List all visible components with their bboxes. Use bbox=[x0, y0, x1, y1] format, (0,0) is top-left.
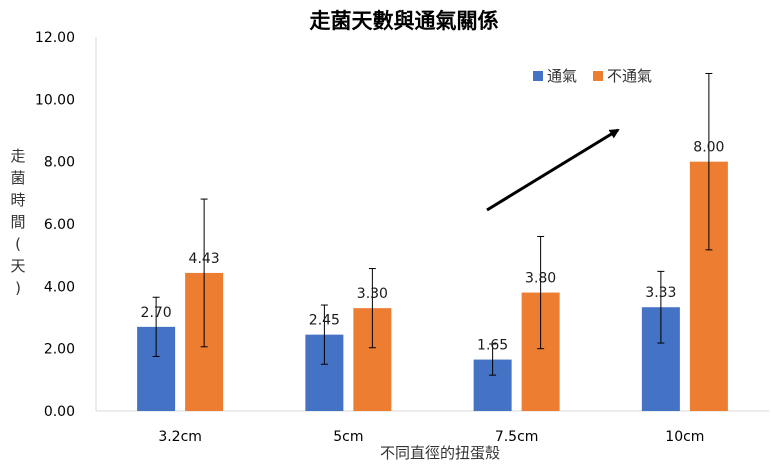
trend-arrow bbox=[486, 128, 620, 212]
data-label: 1.65 bbox=[477, 338, 508, 354]
error-bar bbox=[657, 270, 665, 344]
y-tick-label: 2.00 bbox=[44, 342, 75, 358]
legend-entry: 通氣 bbox=[547, 67, 577, 85]
x-tick-label: 3.2cm bbox=[158, 429, 202, 445]
y-tick-label: 4.00 bbox=[44, 279, 75, 295]
x-tick-label: 5cm bbox=[333, 429, 363, 445]
y-tick-label: 12.00 bbox=[35, 30, 75, 46]
chart-title: 走菌天數與通氣關係 bbox=[310, 9, 499, 33]
legend-swatch bbox=[593, 71, 603, 81]
data-label: 3.33 bbox=[645, 285, 676, 301]
y-tick-label: 8.00 bbox=[44, 155, 75, 171]
data-label: 3.80 bbox=[525, 271, 556, 287]
error-bar bbox=[537, 235, 545, 350]
data-labels-group: 2.70 4.43 2.45 3.30 1.65 3.80 3.33 8.00 bbox=[141, 140, 725, 354]
data-label: 8.00 bbox=[693, 140, 724, 156]
error-bar bbox=[368, 268, 376, 349]
x-axis-label: 不同直徑的扭蛋殼 bbox=[380, 444, 500, 462]
data-label: 3.30 bbox=[357, 286, 388, 302]
x-tick-label: 7.5cm bbox=[495, 429, 539, 445]
bars-group bbox=[137, 72, 728, 411]
y-tick-label: 0.00 bbox=[44, 404, 75, 420]
x-tick-label: 10cm bbox=[665, 429, 704, 445]
error-bar bbox=[152, 296, 160, 357]
y-axis: 0.00 2.00 4.00 6.00 8.00 10.00 12.00 bbox=[35, 30, 97, 420]
error-bar bbox=[705, 72, 713, 251]
y-tick-label: 10.00 bbox=[35, 92, 75, 108]
x-axis: 3.2cm 5cm 7.5cm 10cm bbox=[96, 410, 769, 445]
error-bar bbox=[320, 304, 328, 365]
y-tick-label: 6.00 bbox=[44, 217, 75, 233]
legend-entry: 不通氣 bbox=[607, 67, 652, 85]
error-bar bbox=[200, 198, 208, 348]
error-bar bbox=[489, 343, 497, 376]
y-axis-label: 走菌時間(天) bbox=[10, 147, 25, 297]
legend: 通氣 不通氣 bbox=[533, 67, 652, 85]
data-label: 4.43 bbox=[189, 251, 220, 267]
data-label: 2.45 bbox=[309, 313, 340, 329]
data-label: 2.70 bbox=[141, 305, 172, 321]
legend-swatch bbox=[533, 71, 543, 81]
